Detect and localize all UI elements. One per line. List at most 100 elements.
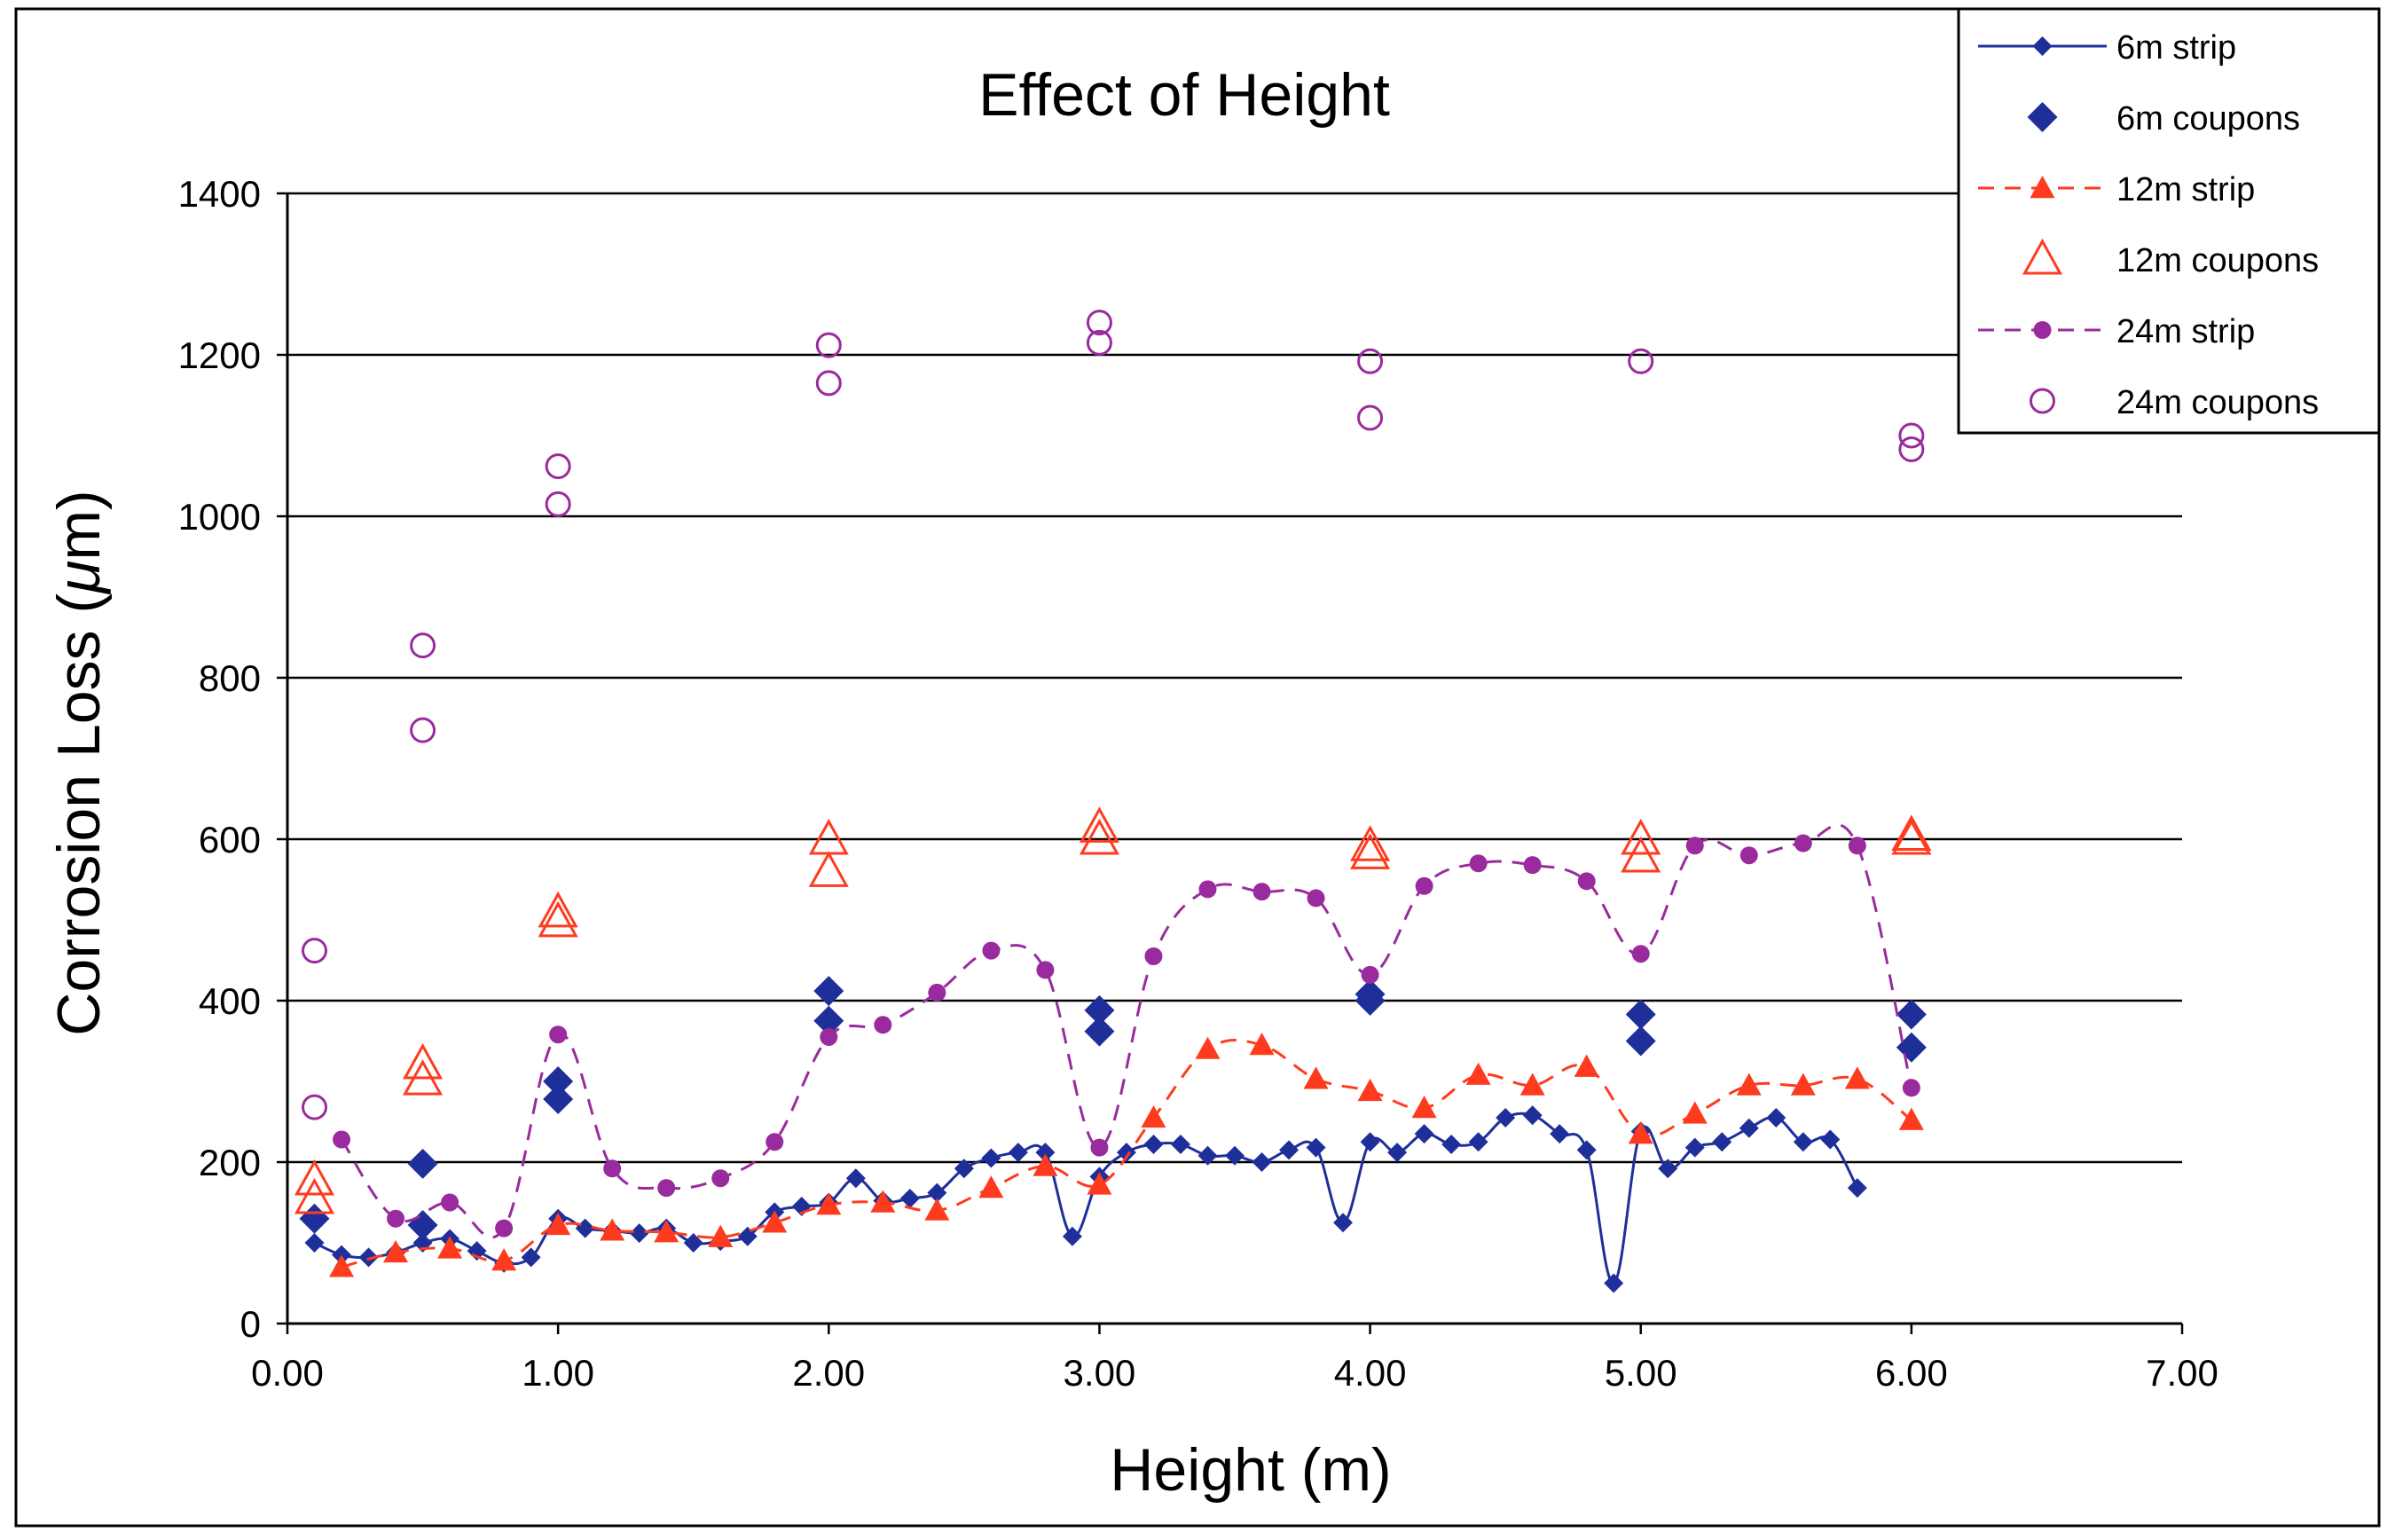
x-tick-label: 6.00 [1875, 1352, 1948, 1394]
data-point-12m-strip [1519, 1072, 1545, 1096]
data-point-24m-coupons [1086, 310, 1112, 336]
data-point-6m-coupons [1625, 999, 1656, 1030]
data-point-24m-strip [549, 1025, 568, 1044]
data-point-6m-strip [737, 1226, 758, 1246]
data-point-6m-strip [1684, 1137, 1705, 1158]
x-tick-label: 2.00 [792, 1352, 865, 1394]
data-point-24m-coupons [545, 491, 571, 517]
data-point-24m-strip [1361, 965, 1379, 984]
data-point-12m-coupons [403, 1042, 444, 1080]
legend: 6m strip 6m coupons 12m strip 12m coupons 24… [1957, 7, 2381, 435]
data-point-12m-coupons [1350, 825, 1391, 861]
series-12m-strip [329, 1033, 1924, 1277]
data-point-24m-strip [1794, 834, 1812, 852]
data-point-6m-strip [1414, 1124, 1434, 1144]
data-point-12m-strip [491, 1248, 517, 1271]
data-point-12m-strip [546, 1212, 571, 1236]
series-12m-coupons [294, 806, 1932, 1214]
data-point-6m-strip [1387, 1143, 1408, 1163]
data-point-24m-coupons [1086, 329, 1112, 356]
data-point-6m-strip [927, 1182, 947, 1203]
legend-entry-24m-coupons: 24m coupons [2030, 384, 2319, 421]
data-point-12m-strip [816, 1192, 842, 1215]
data-point-12m-strip [383, 1239, 409, 1263]
y-axis-label-main: Corrosion Loss ( [45, 593, 113, 1036]
series-24m-strip [333, 823, 1920, 1239]
data-point-6m-strip [1576, 1140, 1597, 1160]
data-point-6m-strip [358, 1247, 379, 1268]
data-point-24m-strip [657, 1179, 676, 1198]
legend-label: 24m coupons [2116, 384, 2319, 421]
data-point-12m-strip [924, 1198, 950, 1221]
data-point-6m-strip [1279, 1140, 1300, 1160]
legend-marker [2033, 321, 2052, 339]
legend-entry-12m-coupons: 12m coupons [2022, 238, 2319, 279]
data-point-6m-strip [521, 1247, 541, 1268]
data-point-6m-strip [981, 1148, 1001, 1168]
data-point-24m-strip [1685, 837, 1704, 855]
data-point-6m-strip [1658, 1159, 1678, 1179]
data-point-6m-coupons [407, 1148, 438, 1179]
data-point-12m-coupons [1079, 818, 1119, 855]
data-point-6m-strip [1035, 1143, 1056, 1163]
data-point-24m-coupons [302, 938, 328, 964]
data-point-12m-strip [1790, 1072, 1816, 1096]
data-point-24m-strip [495, 1219, 514, 1238]
data-point-12m-coupons [1621, 836, 1661, 873]
data-point-6m-coupons [1084, 1016, 1115, 1047]
data-point-24m-strip [1469, 854, 1488, 873]
data-point-24m-strip [1415, 876, 1433, 895]
data-point-12m-strip [1574, 1054, 1599, 1077]
data-point-12m-strip [1844, 1066, 1870, 1089]
data-point-12m-coupons [1891, 818, 1932, 855]
gridlines [287, 192, 2182, 1164]
data-point-12m-strip [654, 1220, 679, 1243]
data-point-24m-strip [1198, 880, 1217, 899]
data-point-6m-strip [1360, 1132, 1380, 1152]
data-point-24m-coupons [1898, 436, 1925, 462]
x-tick-label: 3.00 [1064, 1352, 1136, 1394]
data-point-6m-strip [1252, 1152, 1272, 1172]
data-point-12m-coupons [294, 1159, 335, 1196]
data-point-6m-strip [1468, 1132, 1488, 1152]
data-point-6m-coupons [1625, 1025, 1656, 1057]
data-point-12m-strip [870, 1190, 896, 1213]
data-point-6m-strip [1116, 1143, 1136, 1163]
data-point-12m-coupons [1891, 814, 1932, 851]
data-point-24m-strip [1902, 1079, 1920, 1097]
data-point-6m-strip [1333, 1213, 1354, 1233]
data-point-6m-strip [1766, 1107, 1786, 1128]
plot-series [294, 310, 1932, 1293]
data-point-12m-strip [1898, 1107, 1924, 1130]
x-tick-label: 4.00 [1334, 1352, 1407, 1394]
x-tick-label: 7.00 [2146, 1352, 2218, 1394]
data-point-6m-strip [683, 1233, 703, 1253]
legend-label: 6m coupons [2116, 100, 2300, 138]
data-point-12m-strip [600, 1218, 625, 1241]
data-point-12m-coupons [1621, 818, 1661, 855]
legend-marker [2030, 388, 2055, 414]
data-point-12m-coupons [294, 1177, 335, 1214]
data-point-24m-strip [1631, 945, 1650, 963]
data-point-24m-coupons [410, 717, 436, 743]
data-point-12m-strip [1087, 1172, 1112, 1195]
x-axis-label: Height (m) [1110, 1436, 1391, 1504]
data-point-12m-strip [329, 1254, 355, 1277]
data-point-12m-strip [1628, 1121, 1653, 1144]
x-tick-label: 1.00 [522, 1352, 594, 1394]
data-point-6m-strip [1550, 1124, 1570, 1144]
data-point-12m-strip [978, 1175, 1004, 1198]
data-point-24m-strip [1252, 883, 1271, 901]
data-point-6m-strip [899, 1188, 920, 1208]
data-point-24m-coupons [1628, 348, 1654, 374]
y-tick-label: 600 [199, 819, 261, 860]
data-point-24m-strip [441, 1193, 459, 1212]
data-point-6m-strip [1604, 1273, 1624, 1293]
data-point-24m-coupons [1898, 422, 1925, 449]
data-point-6m-coupons [813, 1005, 844, 1036]
axes: 0 200 400 600 800 1000 1200 1400 0.00 1.00 2.00 3.0… [178, 173, 2218, 1394]
legend-label: 24m strip [2116, 313, 2255, 350]
data-point-24m-strip [1739, 846, 1758, 865]
data-point-24m-coupons [410, 632, 436, 659]
